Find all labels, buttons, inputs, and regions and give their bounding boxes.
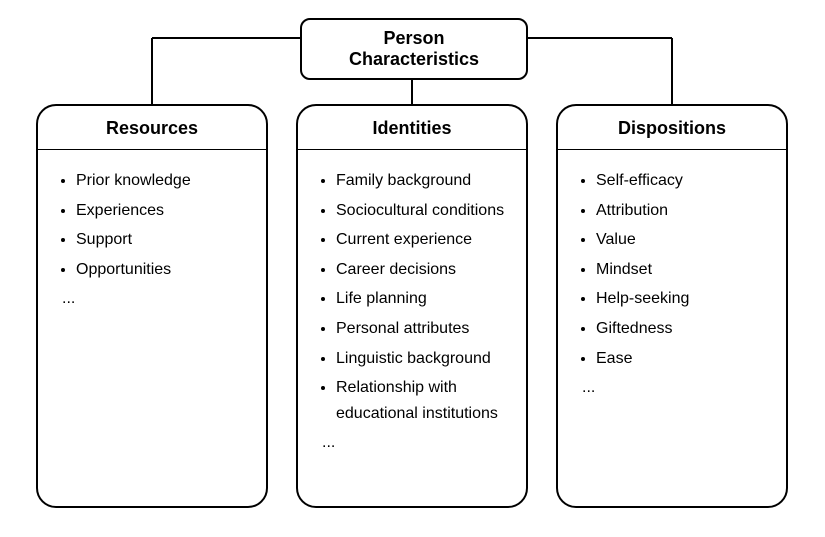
list-item: Ease xyxy=(596,346,776,372)
root-node: Person Characteristics xyxy=(300,18,528,80)
root-label: Person Characteristics xyxy=(349,28,479,69)
list-item: Mindset xyxy=(596,257,776,283)
item-list-identities: Family background Sociocultural condition… xyxy=(308,168,516,456)
list-item: Career decisions xyxy=(336,257,516,283)
list-item: Opportunities xyxy=(76,257,256,283)
list-item: Giftedness xyxy=(596,316,776,342)
child-body-resources: Prior knowledge Experiences Support Opportu… xyxy=(38,150,266,330)
list-ellipsis: ... xyxy=(62,286,256,312)
child-title-resources: Resources xyxy=(38,106,266,150)
child-node-resources: Resources Prior knowledge Experiences Suppo… xyxy=(36,104,268,508)
list-item: Self-efficacy xyxy=(596,168,776,194)
list-item: Personal attributes xyxy=(336,316,516,342)
child-title-dispositions: Dispositions xyxy=(558,106,786,150)
list-item: Support xyxy=(76,227,256,253)
item-list-dispositions: Self-efficacy Attribution Value Mindset Help… xyxy=(568,168,776,401)
list-item: Sociocultural conditions xyxy=(336,198,516,224)
child-body-dispositions: Self-efficacy Attribution Value Mindset Help… xyxy=(558,150,786,419)
child-body-identities: Family background Sociocultural condition… xyxy=(298,150,526,474)
child-title-identities: Identities xyxy=(298,106,526,150)
list-item: Relationship with educational institutio… xyxy=(336,375,516,426)
list-item: Experiences xyxy=(76,198,256,224)
list-item: Life planning xyxy=(336,286,516,312)
child-node-identities: Identities Family background Sociocultural… xyxy=(296,104,528,508)
list-item: Value xyxy=(596,227,776,253)
list-item: Prior knowledge xyxy=(76,168,256,194)
list-ellipsis: ... xyxy=(582,375,776,401)
list-ellipsis: ... xyxy=(322,430,516,456)
list-item: Help-seeking xyxy=(596,286,776,312)
list-item: Linguistic background xyxy=(336,346,516,372)
list-item: Current experience xyxy=(336,227,516,253)
list-item: Family background xyxy=(336,168,516,194)
item-list-resources: Prior knowledge Experiences Support Opportu… xyxy=(48,168,256,312)
diagram-canvas: Person Characteristics Resources Prior kn… xyxy=(0,0,825,537)
list-item: Attribution xyxy=(596,198,776,224)
child-node-dispositions: Dispositions Self-efficacy Attribution Valu… xyxy=(556,104,788,508)
